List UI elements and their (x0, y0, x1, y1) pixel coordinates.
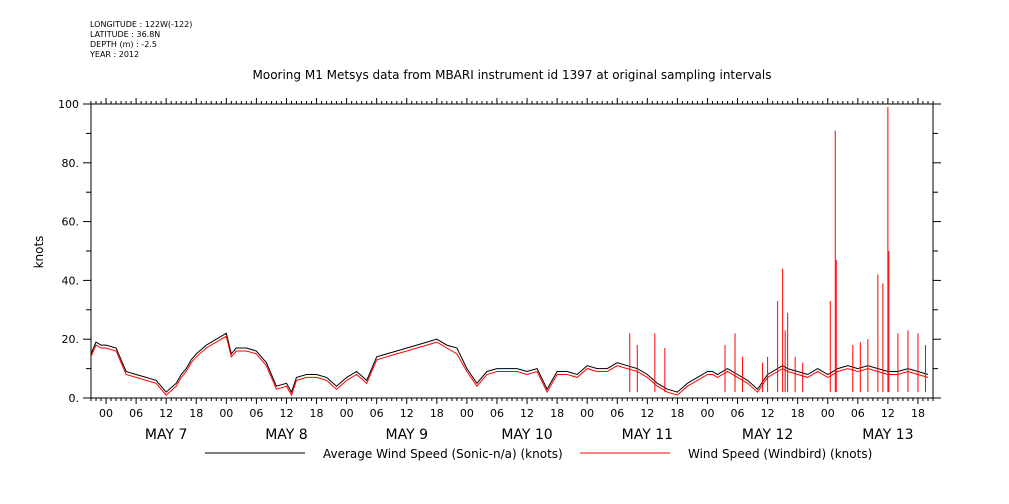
x-hour-label: 12 (761, 407, 775, 420)
x-hour-label: 00 (821, 407, 835, 420)
x-hour-label: 00 (460, 407, 474, 420)
x-hour-label: 18 (189, 407, 203, 420)
x-hour-label: 18 (310, 407, 324, 420)
x-hour-label: 12 (159, 407, 173, 420)
x-hour-label: 00 (340, 407, 354, 420)
legend: Average Wind Speed (Sonic-n/a) (knots) W… (205, 447, 872, 461)
x-day-label: MAY 13 (862, 427, 913, 443)
x-hour-label: 12 (881, 407, 895, 420)
depth-label: DEPTH (m) : -2.5 (90, 40, 157, 49)
data-series (90, 106, 929, 397)
x-hour-label: 00 (580, 407, 594, 420)
axis-ticks (83, 98, 941, 404)
y-tick-label: 40. (62, 274, 80, 287)
y-tick-label: 80. (62, 157, 80, 170)
legend-label-average: Average Wind Speed (Sonic-n/a) (knots) (323, 447, 563, 461)
x-day-label: MAY 9 (386, 427, 428, 443)
y-tick-label: 60. (62, 216, 80, 229)
y-axis-label: knots (32, 236, 46, 269)
series-line-windbird-wind-speed (90, 335, 929, 397)
x-hour-label: 00 (700, 407, 714, 420)
x-day-label: MAY 12 (742, 427, 793, 443)
year-label: YEAR : 2012 (90, 50, 140, 59)
x-hour-label: 12 (640, 407, 654, 420)
x-hour-label: 06 (370, 407, 384, 420)
x-hour-label: 12 (520, 407, 534, 420)
x-hour-label: 06 (851, 407, 865, 420)
x-hour-label: 18 (670, 407, 684, 420)
x-hour-label: 18 (550, 407, 564, 420)
x-hour-label: 12 (279, 407, 293, 420)
x-tick-labels: 00 06 12 18 00 06 12 18 00 06 12 18 00 06 12 18 00 06 12 18… (99, 407, 925, 443)
x-day-label: MAY 11 (622, 427, 673, 443)
y-tick-label: 20. (62, 333, 80, 346)
plot-frame (90, 103, 934, 399)
latitude-label: LATITUDE : 36.8N (90, 30, 161, 39)
longitude-label: LONGITUDE : 122W(-122) (90, 20, 193, 29)
x-hour-label: 06 (731, 407, 745, 420)
y-tick-labels: 0. 20. 40. 60. 80. 100 (58, 98, 79, 405)
x-hour-label: 18 (430, 407, 444, 420)
y-tick-label: 0. (69, 392, 80, 405)
chart-title: Mooring M1 Metsys data from MBARI instru… (253, 68, 772, 82)
metadata-block: LONGITUDE : 122W(-122) LATITUDE : 36.8N … (90, 20, 192, 60)
y-tick-label: 100 (58, 98, 79, 111)
x-hour-label: 18 (791, 407, 805, 420)
series-line-average-wind-speed (90, 332, 929, 394)
x-hour-label: 06 (490, 407, 504, 420)
x-hour-label: 00 (99, 407, 113, 420)
x-day-label: MAY 8 (265, 427, 307, 443)
x-hour-label: 18 (911, 407, 925, 420)
x-hour-label: 06 (610, 407, 624, 420)
x-hour-label: 12 (400, 407, 414, 420)
x-hour-label: 06 (249, 407, 263, 420)
x-day-label: MAY 10 (501, 427, 552, 443)
x-day-label: MAY 7 (145, 427, 187, 443)
x-hour-label: 06 (129, 407, 143, 420)
legend-label-windbird: Wind Speed (Windbird) (knots) (688, 447, 872, 461)
x-hour-label: 00 (219, 407, 233, 420)
